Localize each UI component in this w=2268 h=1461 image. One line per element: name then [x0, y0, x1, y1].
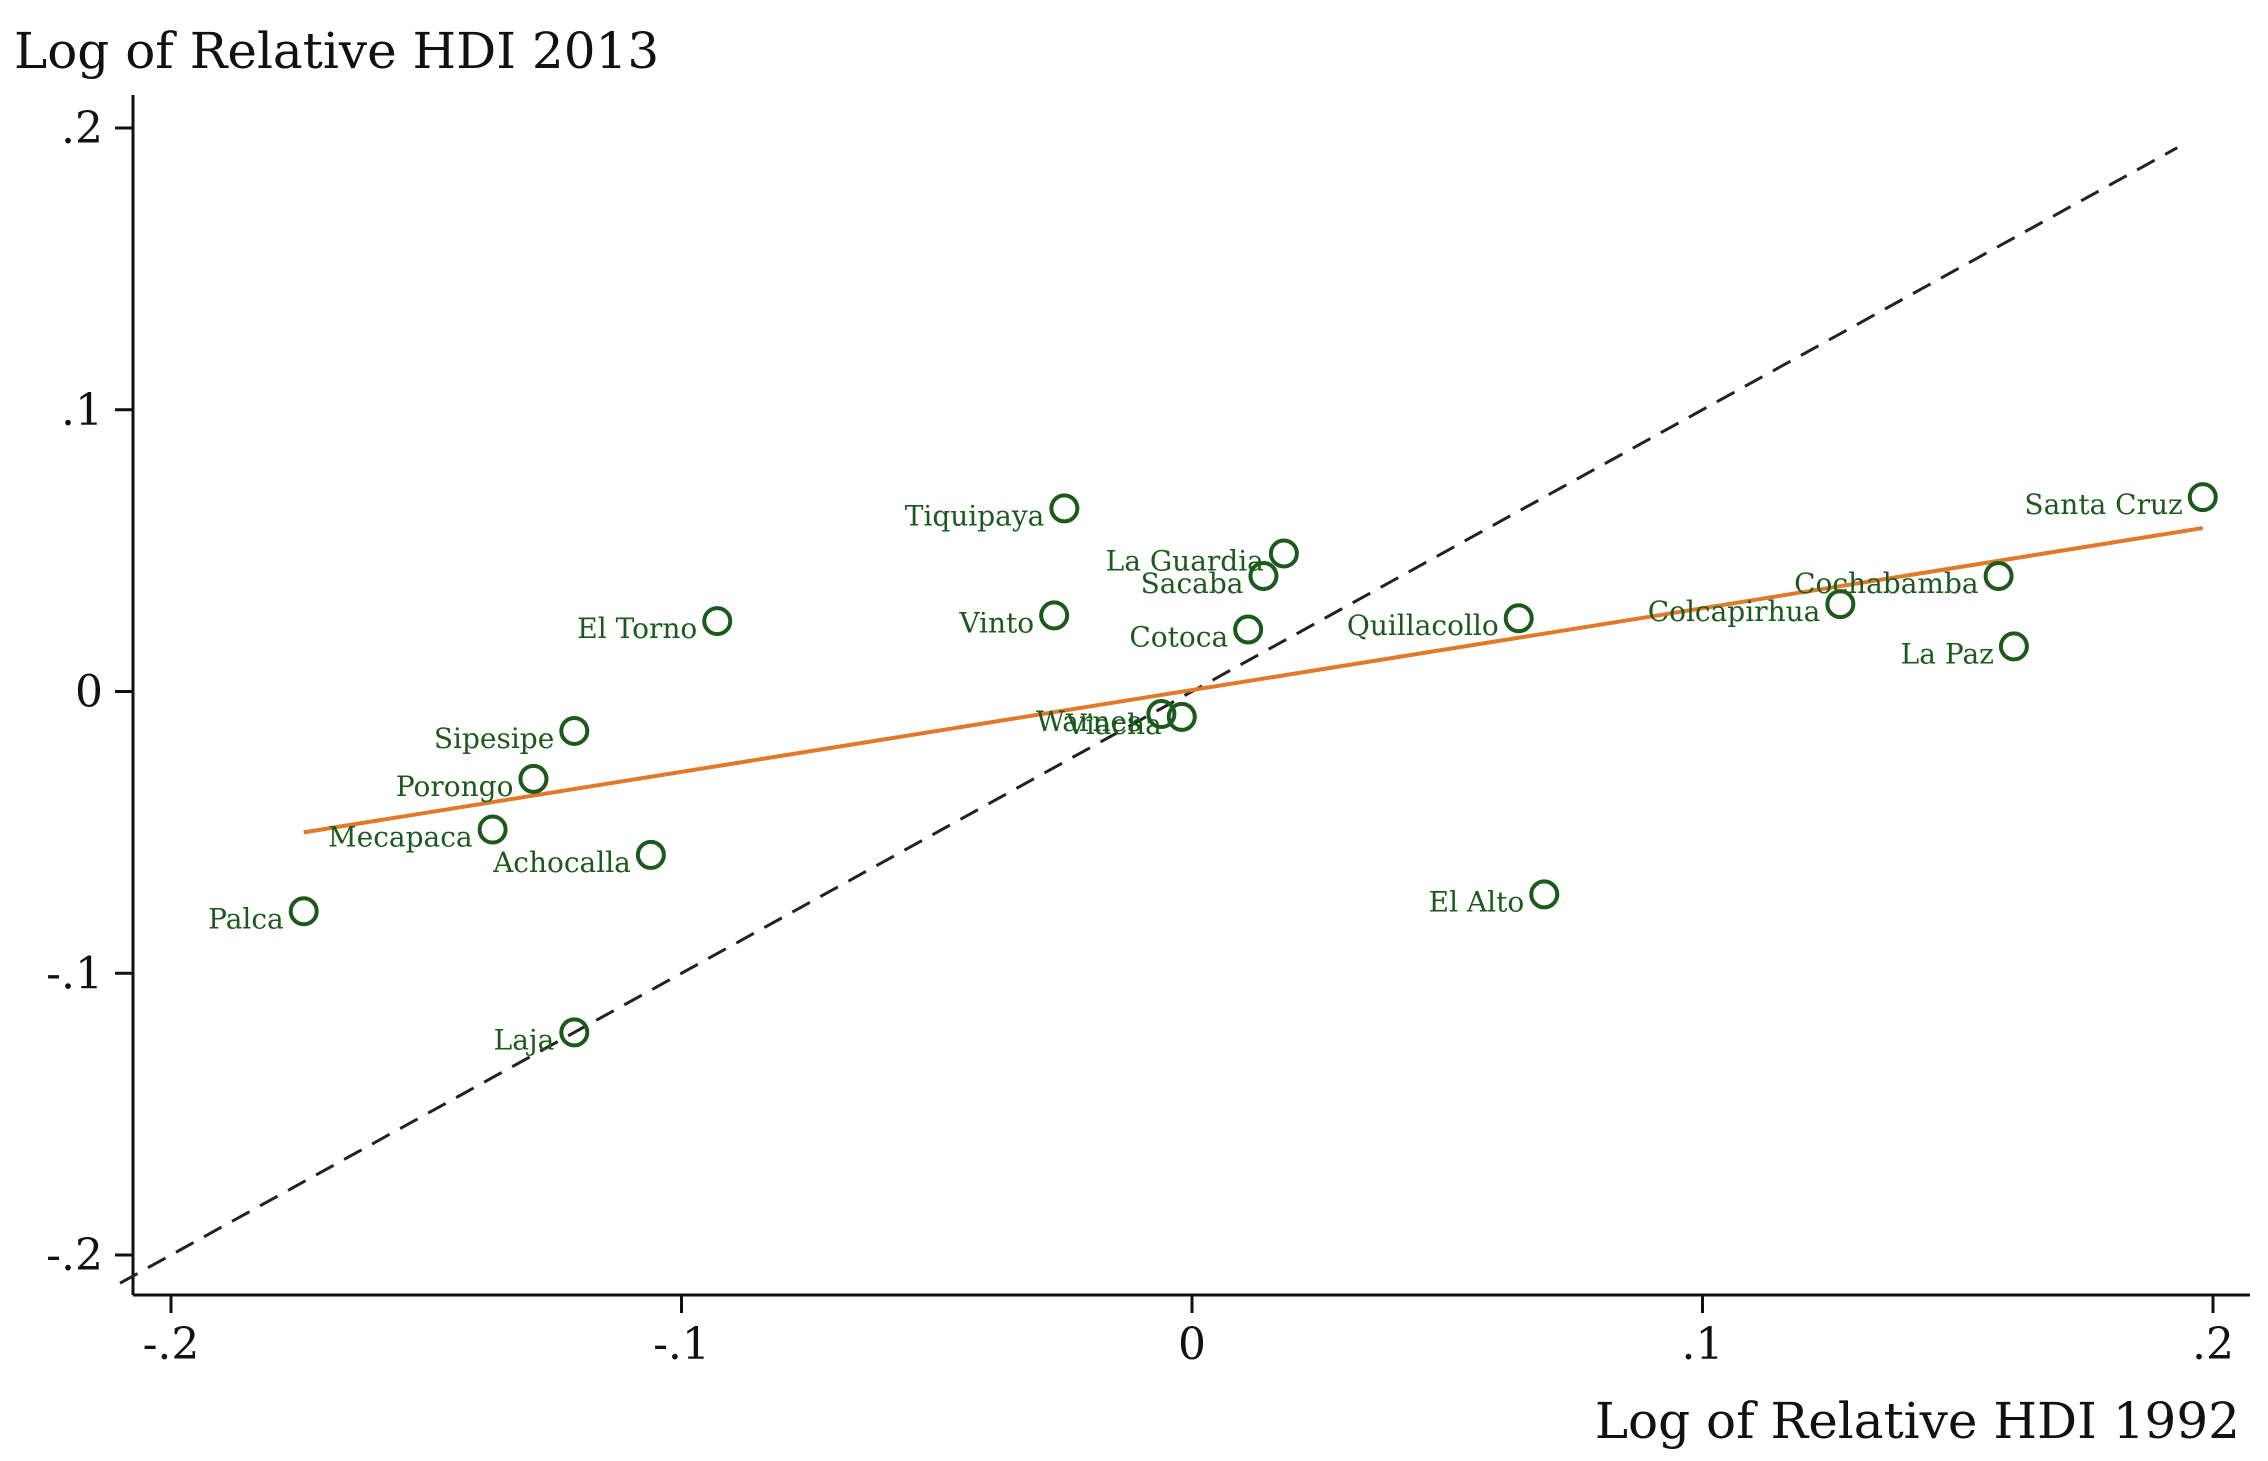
x-tick-label: .1: [1682, 1319, 1724, 1370]
data-point: [1039, 600, 1070, 631]
x-tick-label: -.1: [653, 1319, 710, 1370]
x-tick-label: -.2: [143, 1319, 200, 1370]
y-tick-label: -.2: [46, 1230, 103, 1281]
data-point: [1503, 603, 1534, 634]
point-label: Sipesipe: [434, 722, 554, 755]
data-point: [1268, 538, 1299, 569]
data-point: [1248, 560, 1279, 591]
point-label: La Paz: [1901, 637, 1994, 670]
y-tick-label: .2: [61, 103, 103, 154]
point-label: Vinto: [958, 606, 1034, 639]
data-point: [635, 839, 666, 870]
point-label: Palca: [208, 902, 284, 935]
point-label: Cochabamba: [1794, 567, 1978, 600]
data-point: [702, 606, 733, 637]
point-label: La Guardia: [1106, 544, 1264, 577]
point-label: Viacha: [1065, 708, 1162, 741]
data-point: [1529, 879, 1560, 910]
data-point: [1049, 493, 1080, 524]
point-label: Porongo: [396, 770, 514, 803]
point-label: Tiquipaya: [905, 499, 1045, 532]
data-point: [1825, 589, 1856, 620]
point-label: Warnes: [1036, 705, 1141, 738]
y-tick-label: -.1: [46, 948, 103, 999]
x-tick-label: .2: [2192, 1319, 2234, 1370]
data-point: [559, 1017, 590, 1048]
data-point: [1233, 614, 1264, 645]
data-point: [288, 896, 319, 927]
data-point: [1166, 701, 1197, 732]
data-point: [1983, 560, 2014, 591]
data-point: [2187, 482, 2218, 513]
x-tick-label: 0: [1178, 1319, 1206, 1370]
data-point: [1998, 631, 2029, 662]
point-label: El Alto: [1429, 885, 1525, 918]
data-point: [477, 814, 508, 845]
point-label: Laja: [494, 1023, 555, 1056]
data-point: [1146, 699, 1177, 730]
y-tick-label: 0: [75, 667, 103, 718]
point-label: Mecapaca: [328, 821, 473, 854]
y-axis-title: Log of Relative HDI 2013: [14, 22, 659, 80]
point-label: Santa Cruz: [2024, 488, 2182, 521]
point-label: Sacaba: [1141, 567, 1244, 600]
point-label: Quillacollo: [1347, 609, 1499, 642]
point-label: Cotoca: [1129, 621, 1228, 654]
x-axis-title: Log of Relative HDI 1992: [1595, 1392, 2240, 1450]
point-label: Achocalla: [492, 846, 631, 879]
point-label: El Torno: [577, 612, 697, 645]
data-point: [559, 715, 590, 746]
y-tick-label: .1: [61, 385, 103, 436]
data-point: [518, 763, 549, 794]
point-label: Colcapirhua: [1648, 595, 1821, 628]
fitted-line: [303, 526, 2204, 835]
reference-line-45deg: [119, 146, 2178, 1285]
